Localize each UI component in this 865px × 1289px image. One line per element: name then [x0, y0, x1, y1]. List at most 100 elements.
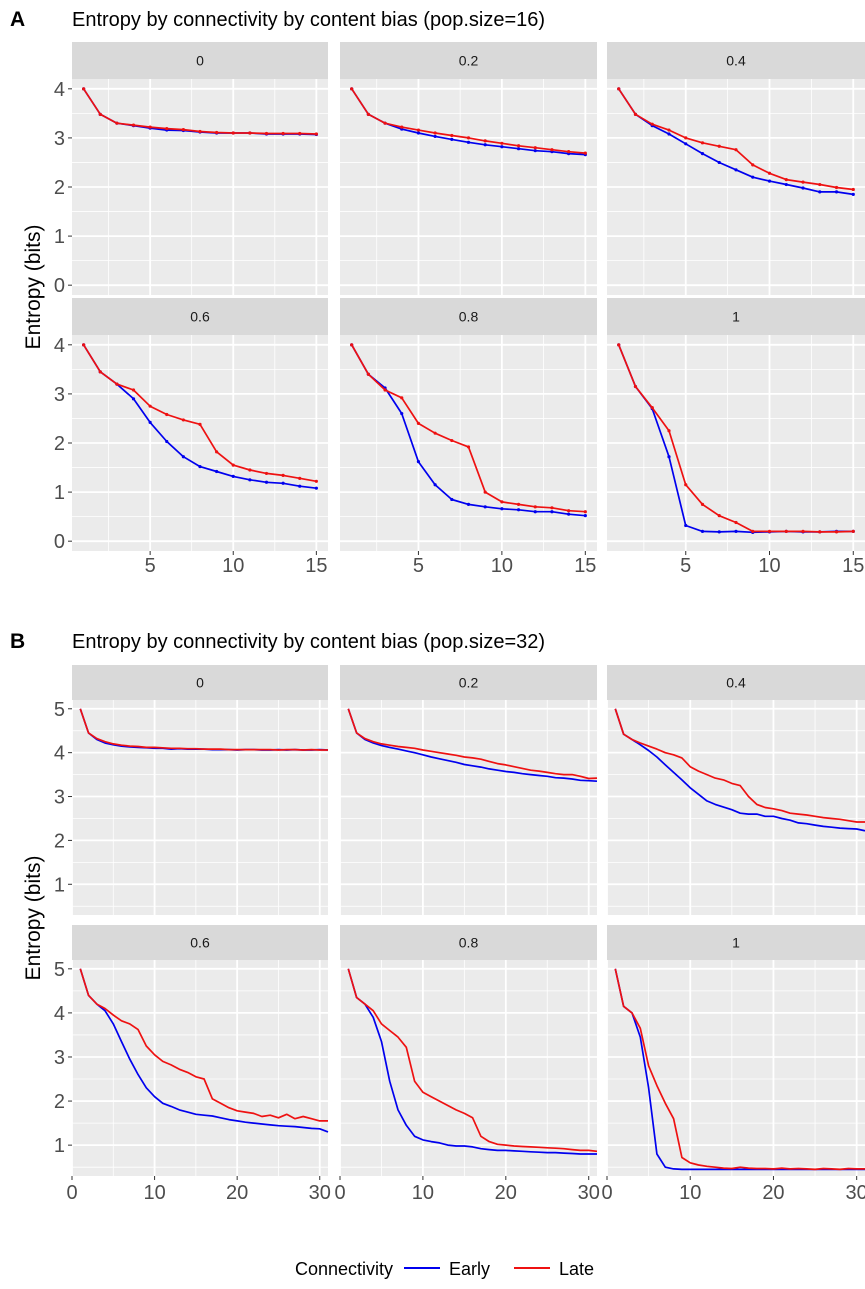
data-point-late — [98, 370, 102, 374]
data-point-late — [281, 473, 285, 477]
data-point-late — [851, 187, 855, 192]
x-tick-label: 20 — [226, 1182, 248, 1204]
y-tick-label: 4 — [54, 79, 65, 101]
y-tick-label: 2 — [54, 177, 65, 199]
data-point-late — [650, 122, 654, 126]
series-line-late — [79, 708, 328, 751]
data-point-late — [834, 185, 839, 190]
data-point-late — [700, 502, 705, 506]
data-point-late — [314, 132, 318, 136]
data-point-late — [633, 384, 638, 389]
data-point-early — [550, 510, 554, 514]
data-point-late — [400, 396, 404, 400]
data-point-late — [533, 146, 537, 150]
x-tick-label: 5 — [680, 555, 691, 577]
facet-panel: 0 0 1 2 3 4 — [54, 42, 328, 297]
data-point-late — [717, 514, 721, 518]
data-point-late — [583, 510, 587, 514]
data-point-late — [115, 121, 119, 125]
y-tick-label: 4 — [54, 743, 65, 765]
data-point-early — [198, 464, 202, 469]
x-tick-label: 20 — [762, 1182, 784, 1204]
data-point-early — [450, 497, 454, 502]
data-point-late — [281, 131, 285, 136]
plot-panel — [607, 700, 865, 915]
data-point-late — [684, 483, 688, 487]
x-tick-label: 30 — [578, 1182, 600, 1204]
facet-strip — [607, 42, 865, 79]
data-point-late — [550, 506, 554, 510]
y-tick-label: 4 — [54, 1003, 65, 1025]
data-point-early — [466, 502, 471, 506]
data-point-early — [751, 175, 755, 179]
data-point-late — [148, 125, 152, 129]
facet-strip-label: 1 — [732, 935, 740, 951]
data-point-late — [500, 141, 504, 145]
plot-panel — [340, 700, 597, 915]
data-point-late — [734, 520, 738, 525]
data-point-late — [650, 406, 654, 410]
y-axis-title: Entropy (bits) — [22, 225, 45, 350]
panel-tag: B — [10, 630, 25, 653]
data-point-late — [165, 126, 169, 131]
data-point-late — [350, 87, 354, 91]
facet-strip-label: 0 — [196, 675, 204, 691]
series-line-early — [614, 708, 865, 832]
data-point-late — [684, 136, 688, 140]
data-point-early — [298, 484, 302, 488]
data-point-early — [734, 168, 738, 172]
legend-label: Late — [559, 1259, 594, 1279]
facet-strip — [72, 925, 328, 960]
series-line-late — [614, 968, 865, 1171]
facet-strip-label: 0 — [196, 53, 204, 69]
data-point-late — [198, 129, 202, 134]
data-point-late — [181, 127, 185, 132]
data-point-early — [314, 486, 318, 490]
data-point-late — [248, 468, 252, 472]
data-point-early — [851, 192, 855, 196]
data-point-late — [416, 421, 421, 425]
data-point-early — [583, 514, 587, 518]
data-point-early — [131, 397, 136, 401]
y-tick-label: 4 — [54, 335, 65, 357]
data-point-late — [717, 144, 721, 148]
data-point-early — [834, 190, 839, 194]
facet-strip — [72, 298, 328, 335]
data-point-early — [483, 505, 487, 509]
data-point-early — [516, 147, 521, 151]
data-point-late — [533, 505, 537, 509]
series-line-late — [79, 968, 328, 1122]
data-point-late — [667, 429, 671, 433]
y-tick-label: 3 — [54, 1047, 65, 1069]
data-point-late — [767, 529, 772, 533]
data-point-late — [483, 490, 487, 494]
chart-A: A Entropy by connectivity by content bias… — [10, 8, 865, 577]
data-point-late — [314, 479, 318, 483]
data-point-late — [516, 144, 521, 148]
data-point-late — [181, 418, 185, 422]
data-point-late — [231, 131, 235, 135]
data-point-early — [416, 460, 421, 464]
facet-strip-label: 0.4 — [726, 675, 746, 691]
data-point-late — [818, 182, 822, 187]
series-line-early — [347, 968, 597, 1155]
data-point-early — [416, 131, 421, 135]
data-point-late — [264, 131, 269, 136]
facet-panel: 15 10 15 — [607, 298, 865, 577]
x-tick-label: 0 — [601, 1182, 612, 1204]
data-point-late — [98, 112, 102, 116]
data-point-early — [717, 160, 721, 165]
y-tick-label: 2 — [54, 830, 65, 852]
facet-strip-label: 0.6 — [190, 935, 210, 951]
data-point-early — [281, 481, 285, 485]
x-tick-label: 10 — [679, 1182, 701, 1204]
data-point-late — [450, 438, 454, 443]
series-line-early — [79, 968, 329, 1133]
y-tick-label: 3 — [54, 128, 65, 150]
data-point-early — [818, 190, 822, 194]
data-point-early — [516, 508, 521, 512]
chart-B: B Entropy by connectivity by content bias… — [10, 630, 865, 1204]
data-point-late — [567, 150, 571, 154]
facet-panel: 0.6 0 1 2 3 4 5 10 15 — [54, 298, 328, 577]
